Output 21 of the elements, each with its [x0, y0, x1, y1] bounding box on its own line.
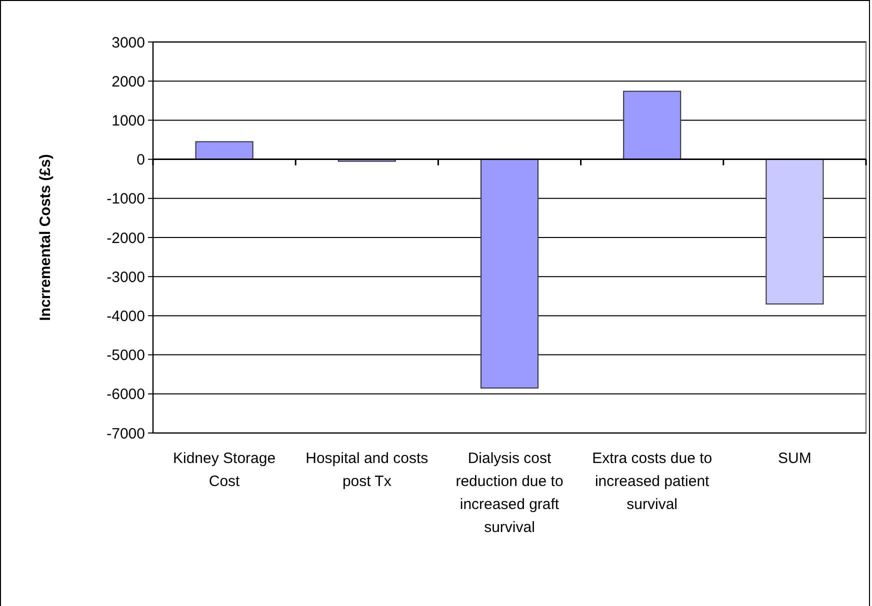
y-tick-label: -6000	[106, 386, 145, 404]
x-tick-label: Dialysis cost reduction due to increased graft survival	[456, 450, 564, 536]
y-tick-label: 1000	[112, 112, 145, 130]
y-tick-label: 0	[136, 152, 145, 169]
y-axis-title: Incrremental Costs (£s)	[37, 154, 54, 321]
bar	[623, 90, 682, 160]
x-tick-label: Hospital and costs post Tx	[306, 450, 428, 490]
y-tick-label: 3000	[112, 34, 145, 52]
bar	[766, 158, 824, 304]
y-tick-label: 2000	[112, 73, 145, 90]
y-tick-label: -2000	[106, 230, 145, 247]
bar	[195, 141, 254, 160]
y-tick-label: -7000	[106, 425, 145, 442]
x-tick-label: Extra costs due to increased patient survival	[592, 450, 712, 513]
y-tick-label: -1000	[106, 190, 145, 208]
y-tick-label: -3000	[106, 268, 145, 286]
x-tick-label: SUM	[778, 450, 812, 467]
bar	[480, 158, 539, 389]
y-tick-label: -5000	[106, 347, 145, 364]
x-tick-label: Kidney Storage Cost	[173, 450, 276, 490]
y-tick-label: -4000	[106, 308, 145, 325]
